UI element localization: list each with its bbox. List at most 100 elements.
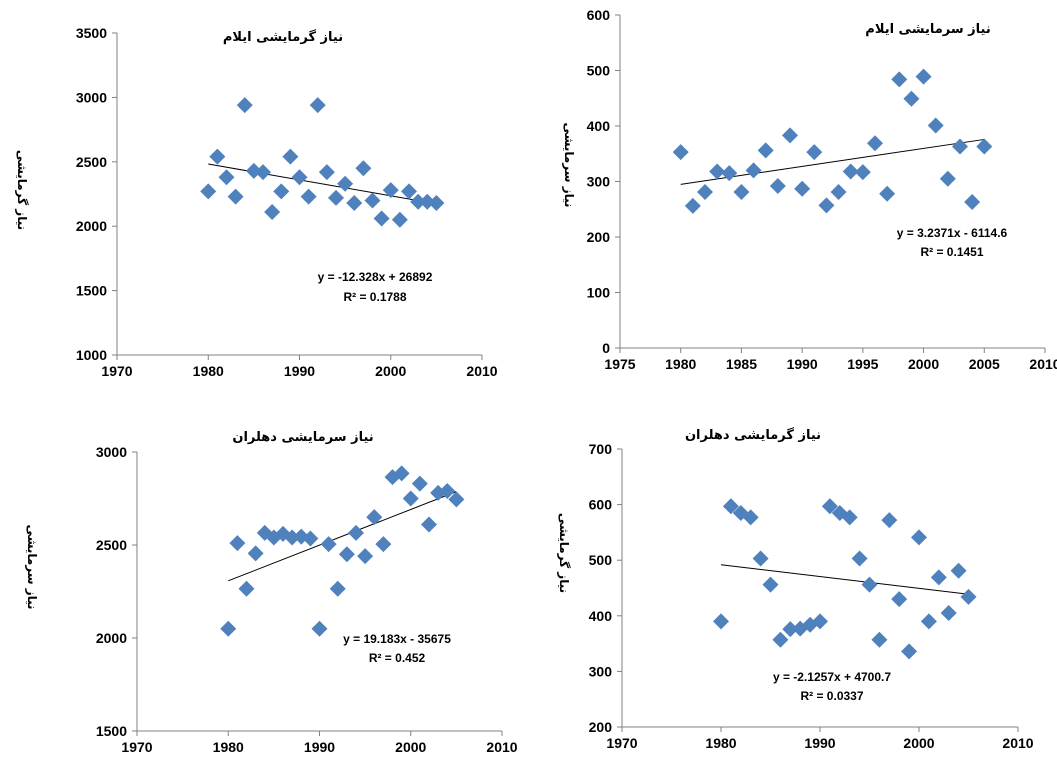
y-tick-label: 1000 xyxy=(76,347,107,363)
chart-title: نیاز سرمایشی ایلام xyxy=(865,22,990,37)
y-tick-label: 500 xyxy=(589,552,613,568)
y-tick-label: 2500 xyxy=(76,154,107,170)
data-point xyxy=(366,509,383,526)
data-point xyxy=(375,536,392,553)
data-point xyxy=(309,97,326,114)
data-point xyxy=(903,90,920,107)
x-tick-label: 2010 xyxy=(486,739,517,755)
y-tick-label: 2500 xyxy=(96,537,127,553)
data-point xyxy=(709,163,726,180)
x-tick-label: 2005 xyxy=(969,356,1000,372)
x-tick-label: 1990 xyxy=(304,739,335,755)
chart-dehloran-heating: 200 300 400 500 600 700 1970 1980 1990 2000 2010 نی… xyxy=(557,427,1034,751)
data-point xyxy=(964,194,981,211)
y-tick-label: 700 xyxy=(589,441,613,457)
y-tick-label: 1500 xyxy=(76,283,107,299)
data-point xyxy=(782,621,799,638)
x-tick-label: 1970 xyxy=(101,363,132,379)
chart-title: نیاز سرمایشی دهلران xyxy=(232,430,373,445)
x-tick-label: 2010 xyxy=(1029,356,1057,372)
x-tick-label: 1980 xyxy=(213,739,244,755)
y-tick-label: 200 xyxy=(589,719,613,735)
x-tick-label: 1990 xyxy=(804,735,835,751)
data-point xyxy=(320,536,337,553)
data-point xyxy=(745,162,762,179)
x-tick-label: 1995 xyxy=(847,356,878,372)
data-point xyxy=(769,177,786,194)
data-point xyxy=(911,529,927,546)
y-tick-label: 600 xyxy=(589,497,613,513)
data-point xyxy=(357,548,374,565)
trendline xyxy=(720,564,969,595)
data-point xyxy=(952,138,968,155)
data-point xyxy=(264,204,281,221)
data-point xyxy=(338,546,355,563)
data-point xyxy=(861,576,878,593)
data-point xyxy=(346,195,363,212)
data-point xyxy=(393,465,410,482)
data-point xyxy=(867,135,883,152)
data-point xyxy=(842,163,859,180)
y-tick-label: 400 xyxy=(587,118,611,134)
r-squared: R² = 0.452 xyxy=(369,651,426,665)
data-point xyxy=(373,210,390,227)
data-point xyxy=(200,183,217,200)
trend-equation: y = -12.328x + 26892 xyxy=(318,270,433,284)
x-tick-label: 2000 xyxy=(908,356,939,372)
data-point xyxy=(302,530,319,547)
data-point xyxy=(238,580,255,597)
data-point xyxy=(439,483,456,500)
data-point xyxy=(927,117,944,134)
trend-equation: y = 3.2371x - 6114.6 xyxy=(897,226,1008,240)
data-point xyxy=(976,138,993,155)
chart-dehloran-cooling: 1500 2000 2500 3000 1970 1980 1990 2000 2010 نیاز… xyxy=(25,430,518,755)
data-point xyxy=(220,620,237,637)
data-point xyxy=(337,175,354,192)
x-tick-label: 1970 xyxy=(606,735,637,751)
data-point xyxy=(794,180,811,197)
x-tick-label: 1990 xyxy=(284,363,315,379)
data-point xyxy=(821,498,838,515)
data-point xyxy=(421,516,437,533)
data-point xyxy=(411,475,428,492)
data-point xyxy=(273,183,290,200)
x-tick-label: 1970 xyxy=(121,739,152,755)
data-point xyxy=(812,613,828,630)
data-point xyxy=(871,631,888,648)
data-point xyxy=(209,148,226,165)
data-point xyxy=(733,184,750,201)
data-point xyxy=(282,148,299,165)
data-point xyxy=(762,576,779,593)
data-point xyxy=(364,192,381,209)
data-point xyxy=(448,491,465,508)
y-tick-label: 3000 xyxy=(96,444,127,460)
data-point xyxy=(830,184,847,201)
data-point xyxy=(697,184,713,201)
data-point xyxy=(782,127,798,144)
chart-title: نیاز گرمایشی دهلران xyxy=(685,427,821,443)
x-tick-label: 1990 xyxy=(787,356,818,372)
trendline xyxy=(228,491,457,582)
data-point xyxy=(891,71,908,88)
r-squared: R² = 0.0337 xyxy=(800,689,863,703)
data-point xyxy=(227,188,244,205)
x-tick-label: 1980 xyxy=(193,363,224,379)
data-point xyxy=(348,524,364,541)
data-point xyxy=(218,169,235,186)
data-point xyxy=(713,613,729,630)
y-tick-label: 200 xyxy=(587,229,611,245)
x-tick-label: 2010 xyxy=(1002,735,1033,751)
y-tick-label: 3500 xyxy=(76,25,107,41)
x-tick-label: 2000 xyxy=(903,735,934,751)
data-point xyxy=(236,97,253,114)
trend-equation: y = -2.1257x + 4700.7 xyxy=(773,670,891,684)
y-tick-label: 500 xyxy=(587,63,611,79)
data-point xyxy=(284,529,301,546)
data-point xyxy=(772,631,789,648)
x-tick-label: 1980 xyxy=(665,356,696,372)
data-point xyxy=(841,509,858,526)
data-point xyxy=(901,643,918,660)
trend-equation: y = 19.183x - 35675 xyxy=(343,632,451,646)
chart-title: نیاز گرمایشی ایلام xyxy=(223,29,343,45)
